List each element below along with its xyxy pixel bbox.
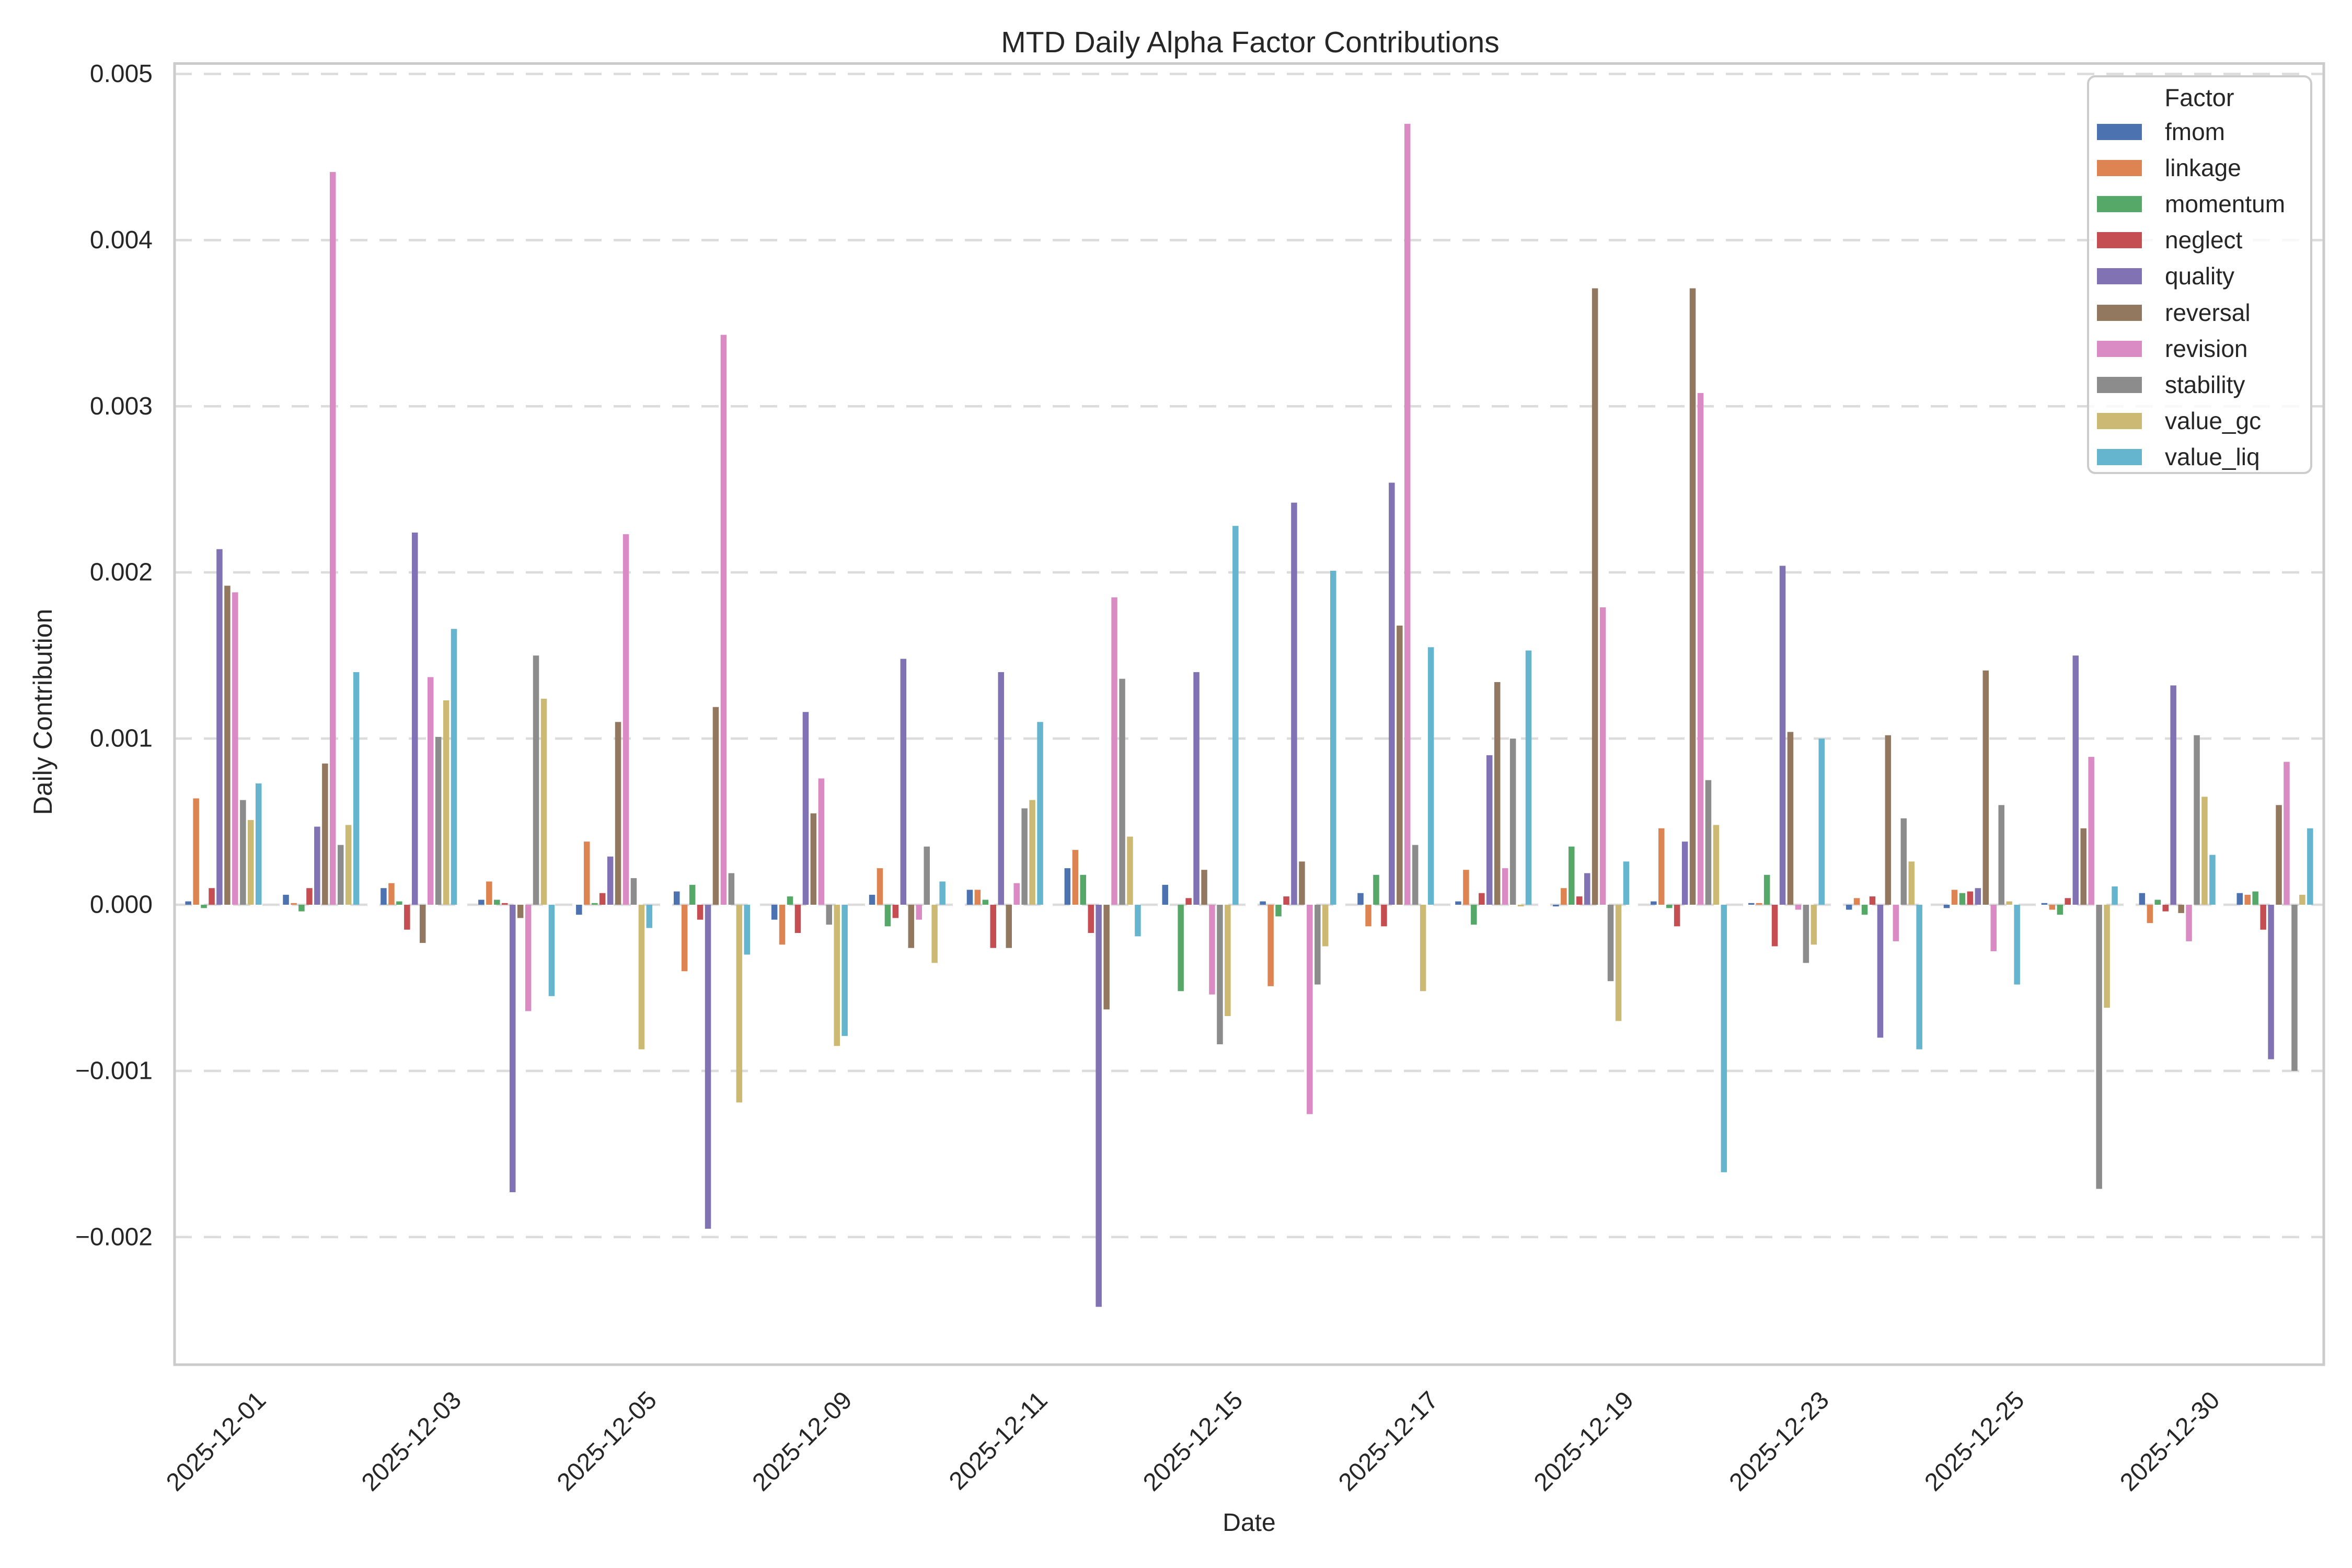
svg-text:neglect: neglect [2165, 226, 2243, 253]
svg-text:0.001: 0.001 [90, 725, 153, 753]
svg-text:value_gc: value_gc [2165, 407, 2261, 434]
svg-text:revision: revision [2165, 335, 2248, 362]
svg-text:−0.001: −0.001 [75, 1057, 153, 1085]
svg-text:stability: stability [2165, 371, 2245, 398]
svg-text:fmom: fmom [2165, 118, 2225, 145]
svg-text:momentum: momentum [2165, 190, 2285, 217]
svg-text:reversal: reversal [2165, 299, 2251, 326]
svg-text:0.003: 0.003 [90, 393, 153, 420]
svg-text:0.002: 0.002 [90, 559, 153, 586]
svg-text:MTD Daily Alpha Factor Contrib: MTD Daily Alpha Factor Contributions [1001, 26, 1500, 59]
svg-text:quality: quality [2165, 262, 2234, 290]
svg-text:linkage: linkage [2165, 154, 2241, 181]
svg-text:0.000: 0.000 [90, 891, 153, 919]
svg-text:−0.002: −0.002 [75, 1223, 153, 1251]
svg-text:0.004: 0.004 [90, 226, 153, 254]
svg-text:value_liq: value_liq [2165, 443, 2260, 470]
svg-text:0.005: 0.005 [90, 60, 153, 88]
svg-text:Daily Contribution: Daily Contribution [28, 609, 57, 815]
svg-text:Factor: Factor [2164, 84, 2234, 111]
svg-text:Date: Date [1223, 1509, 1275, 1537]
